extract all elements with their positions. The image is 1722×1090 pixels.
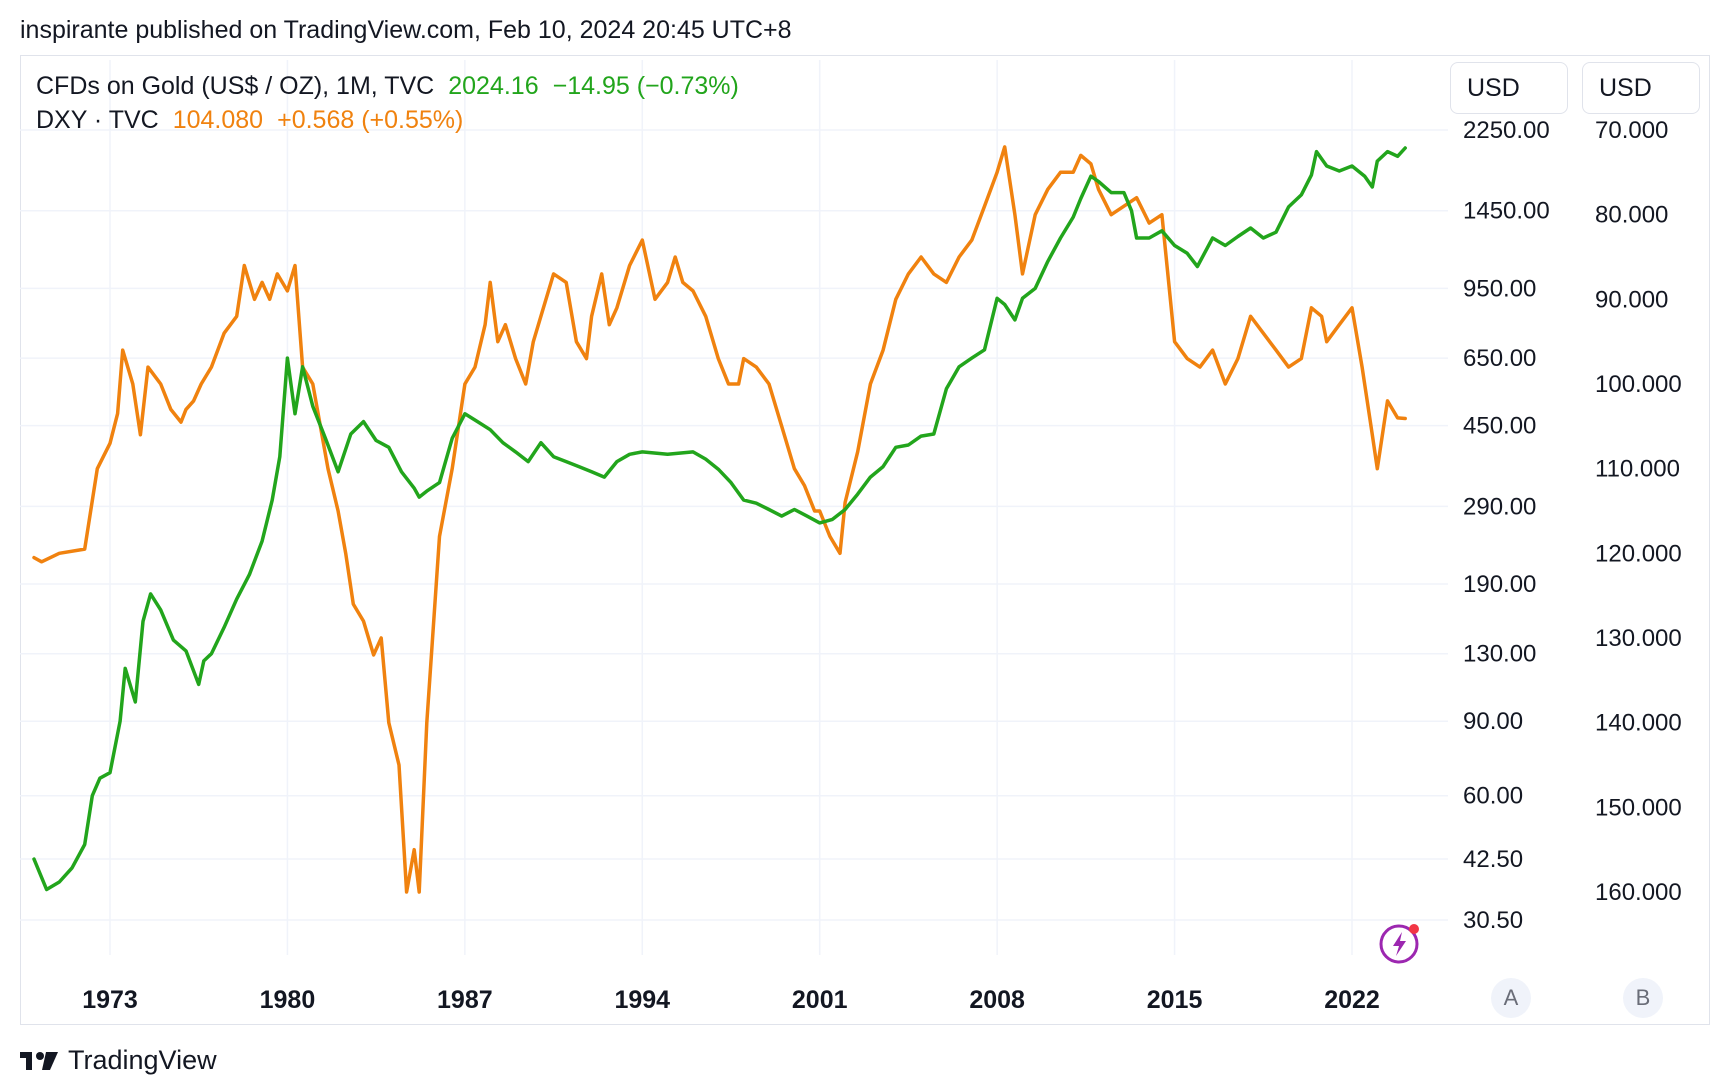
right-axis-tick-label: 80.000 — [1595, 202, 1668, 229]
right-axis-tick-label: 70.000 — [1595, 117, 1668, 144]
right-axis-tick-label: 150.000 — [1595, 794, 1682, 821]
scale-a-unit-button[interactable]: USD — [1450, 62, 1568, 114]
right-axis-tick-label: 160.000 — [1595, 879, 1682, 906]
x-axis-tick-label: 1987 — [437, 986, 493, 1014]
dxy-series-line[interactable] — [32, 145, 1407, 894]
grid-lines — [20, 60, 1448, 955]
brand-name: TradingView — [68, 1045, 217, 1075]
tradingview-logo-icon — [20, 1051, 58, 1070]
lightning-icon[interactable] — [1378, 920, 1424, 966]
right-axis-tick-label: 90.000 — [1595, 286, 1668, 313]
legend-dxy-change: +0.568 (+0.55%) — [277, 106, 464, 134]
legend-gold-change: −14.95 (−0.73%) — [552, 72, 739, 100]
legend-dxy[interactable]: DXY · TVC 104.080 +0.568 (+0.55%) — [36, 106, 477, 135]
x-axis-tick-label: 1994 — [614, 986, 670, 1014]
x-axis-tick-label: 1980 — [260, 986, 316, 1014]
left-axis-tick-label: 130.00 — [1463, 641, 1536, 668]
x-axis-tick-label: 2001 — [792, 986, 848, 1014]
x-axis-tick-label: 2022 — [1324, 986, 1380, 1014]
left-axis-tick-label: 30.50 — [1463, 907, 1523, 934]
left-axis-tick-label: 290.00 — [1463, 493, 1536, 520]
gold-series-line[interactable] — [32, 146, 1407, 892]
left-axis-tick-label: 2250.00 — [1463, 117, 1550, 144]
x-axis-tick-label: 2008 — [969, 986, 1025, 1014]
left-axis-tick-label: 90.00 — [1463, 708, 1523, 735]
left-axis-tick-label: 450.00 — [1463, 413, 1536, 440]
scale-b-unit-button[interactable]: USD — [1582, 62, 1700, 114]
left-axis-tick-label: 190.00 — [1463, 571, 1536, 598]
right-axis-tick-label: 140.000 — [1595, 710, 1682, 737]
series-layer — [32, 145, 1407, 894]
x-axis-tick-label: 1973 — [82, 986, 138, 1014]
right-axis-tick-label: 120.000 — [1595, 540, 1682, 567]
legend-gold[interactable]: CFDs on Gold (US$ / OZ), 1M, TVC 2024.16−… — [36, 72, 753, 101]
scale-b-button[interactable]: B — [1623, 978, 1663, 1018]
left-axis-tick-label: 1450.00 — [1463, 198, 1550, 225]
legend-gold-title: CFDs on Gold (US$ / OZ), 1M, TVC — [36, 72, 435, 100]
right-axis-tick-label: 100.000 — [1595, 371, 1682, 398]
scale-a-button[interactable]: A — [1491, 978, 1531, 1018]
right-axis-tick-label: 130.000 — [1595, 625, 1682, 652]
x-axis-tick-label: 2015 — [1147, 986, 1203, 1014]
left-axis-tick-label: 950.00 — [1463, 275, 1536, 302]
legend-dxy-title: DXY · TVC — [36, 106, 159, 134]
legend-dxy-price: 104.080 — [172, 106, 264, 134]
axis-labels: 2250.00 1450.00 950.00 650.00 450.00 290.00 19… — [82, 117, 1682, 1014]
left-axis-tick-label: 42.50 — [1463, 846, 1523, 873]
publisher-line: inspirante published on TradingView.com,… — [20, 16, 792, 44]
brand-footer[interactable]: TradingView — [20, 1045, 217, 1076]
left-axis-tick-label: 60.00 — [1463, 783, 1523, 810]
legend-gold-price: 2024.16 — [448, 72, 539, 100]
right-axis-tick-label: 110.000 — [1595, 456, 1680, 483]
left-axis-tick-label: 650.00 — [1463, 345, 1536, 372]
chart-frame[interactable] — [20, 55, 1710, 1025]
